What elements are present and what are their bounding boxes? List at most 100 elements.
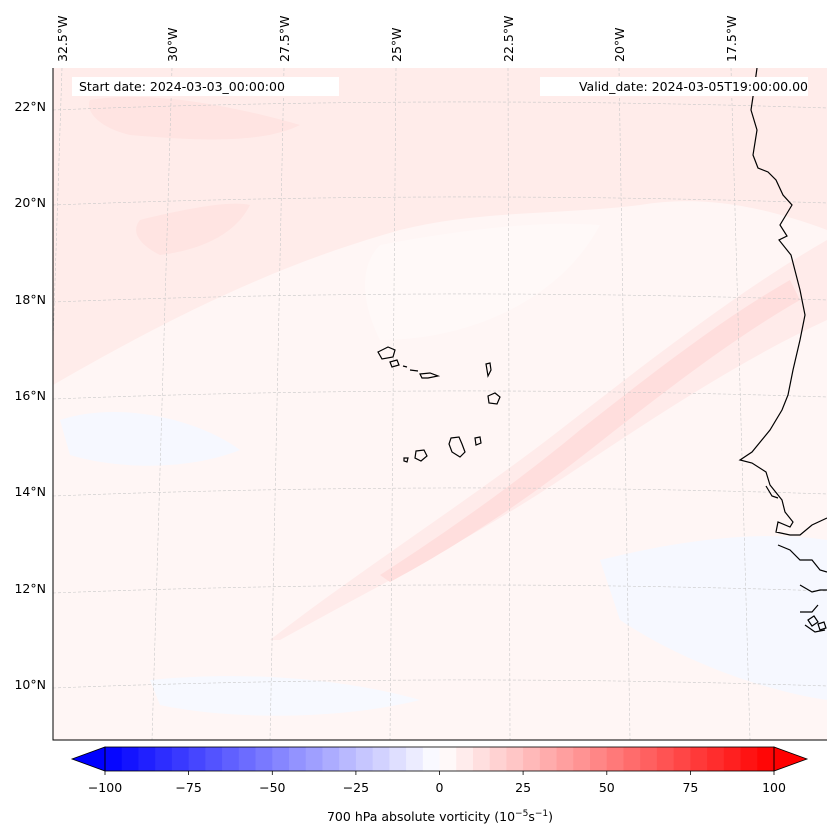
lon-label-20w: 20°W	[612, 27, 627, 62]
colorbar-tick-label: −100	[88, 780, 122, 795]
colorbar-cell	[372, 747, 390, 771]
colorbar-cell	[573, 747, 591, 771]
lon-label-22-5w: 22.5°W	[501, 16, 516, 62]
colorbar-cell	[439, 747, 457, 771]
island-brava	[403, 457, 409, 463]
island-sao-vicente	[389, 359, 400, 368]
colorbar-tick-label: 75	[682, 780, 698, 795]
colorbar-cell	[640, 747, 658, 771]
vorticity-patch-north-2	[136, 203, 250, 255]
parallel-14n	[53, 487, 827, 497]
vorticity-wedge-light	[365, 223, 600, 340]
colorbar-cell	[740, 747, 758, 771]
colorbar-cell	[188, 747, 206, 771]
colorbar-cell	[121, 747, 140, 771]
start-date-text: Start date: 2024-03-03_00:00:00	[79, 79, 285, 94]
colorbar-cells	[105, 747, 775, 771]
lon-label-27-5w: 27.5°W	[277, 16, 292, 62]
colorbar-tick-labels: −100 −75 −50 −25 0 25 50 75 100	[88, 780, 786, 795]
valid-date-box: Valid_date: 2024-03-05T19:00:00.00	[540, 77, 808, 96]
colorbar-extend-max	[773, 746, 809, 772]
valid-date-text: Valid_date: 2024-03-05T19:00:00.00	[578, 79, 808, 94]
colorbar-cell	[171, 747, 190, 771]
colorbar-cell	[656, 747, 675, 771]
colorbar-cell	[322, 747, 340, 771]
longitude-labels: 32.5°W 30°W 27.5°W 25°W 22.5°W 20°W 17.5…	[55, 16, 739, 62]
colorbar-cell	[606, 747, 625, 771]
colorbar-cell	[523, 747, 541, 771]
island-fogo	[414, 449, 428, 462]
colorbar-tick-label: −75	[175, 780, 201, 795]
colorbar-tick-label: 100	[762, 780, 786, 795]
colorbar-tick-label: 0	[436, 780, 444, 795]
colorbar-tick-label: 50	[599, 780, 615, 795]
start-date-box: Start date: 2024-03-03_00:00:00	[72, 77, 339, 96]
colorbar-cell	[673, 747, 691, 771]
colorbar-label: 700 hPa absolute vorticity (10−5s−1)	[327, 809, 553, 824]
colorbar-cell	[757, 747, 775, 771]
lat-label-12n: 12°N	[14, 581, 46, 596]
colorbar-cell	[406, 747, 424, 771]
island-maio	[474, 436, 482, 446]
coastlines	[738, 68, 827, 633]
meridian-27-5w	[269, 68, 285, 740]
vorticity-band-diagonal	[270, 240, 827, 640]
colorbar-cell	[288, 747, 307, 771]
colorbar-cell	[205, 747, 223, 771]
africa-coastline-south	[777, 544, 827, 633]
colorbar-cell	[389, 747, 407, 771]
lat-label-22n: 22°N	[14, 99, 46, 114]
island-santa-luzia	[402, 365, 408, 368]
colorbar-cell	[255, 747, 273, 771]
island-boa-vista	[487, 392, 501, 405]
colorbar-cell	[690, 747, 708, 771]
colorbar-cell	[305, 747, 324, 771]
colorbar-cell	[456, 747, 474, 771]
lat-label-18n: 18°N	[14, 292, 46, 307]
parallel-20n	[53, 196, 827, 206]
parallel-10n	[53, 679, 827, 689]
colorbar-cell	[339, 747, 357, 771]
colorbar-tick-label: −50	[259, 780, 285, 795]
vorticity-band-core	[380, 280, 800, 582]
colorbar-tick-label: −25	[343, 780, 369, 795]
colorbar: −100 −75 −50 −25 0 25 50 75 100 700 hPa …	[70, 746, 809, 824]
graticule	[53, 68, 827, 740]
vorticity-patch-negative-2	[600, 536, 827, 700]
colorbar-cell	[238, 747, 257, 771]
dakar-peninsula	[765, 485, 779, 499]
vorticity-patch-negative	[60, 411, 240, 466]
lon-label-30w: 30°W	[165, 27, 180, 62]
parallel-18n	[53, 293, 827, 303]
vorticity-patch-north	[89, 96, 301, 140]
lat-label-10n: 10°N	[14, 677, 46, 692]
parallel-16n	[53, 390, 827, 400]
colorbar-cell	[138, 747, 156, 771]
lat-label-14n: 14°N	[14, 484, 46, 499]
vorticity-field	[53, 68, 827, 740]
colorbar-cell	[556, 747, 574, 771]
colorbar-cell	[105, 747, 123, 771]
parallel-12n	[53, 584, 827, 594]
colorbar-cell	[472, 747, 491, 771]
colorbar-cell	[272, 747, 290, 771]
colorbar-cell	[489, 747, 508, 771]
bijagos-islands	[807, 615, 827, 631]
island-santiago	[448, 436, 466, 458]
vorticity-band-north	[53, 68, 827, 385]
colorbar-cell	[623, 747, 641, 771]
colorbar-cell	[422, 747, 441, 771]
parallel-22n	[53, 101, 827, 111]
colorbar-cell	[155, 747, 173, 771]
meridian-32-5w	[53, 68, 63, 353]
island-sao-nicolau	[409, 369, 441, 379]
colorbar-cell	[506, 747, 524, 771]
lat-label-16n: 16°N	[14, 388, 46, 403]
meridian-22-5w	[507, 68, 511, 740]
colorbar-extend-min	[70, 746, 106, 772]
lon-label-32-5w: 32.5°W	[55, 16, 70, 62]
latitude-labels: 22°N 20°N 18°N 16°N 14°N 12°N 10°N	[14, 99, 46, 692]
meridian-25w	[389, 68, 397, 740]
colorbar-tick-label: 25	[515, 780, 531, 795]
